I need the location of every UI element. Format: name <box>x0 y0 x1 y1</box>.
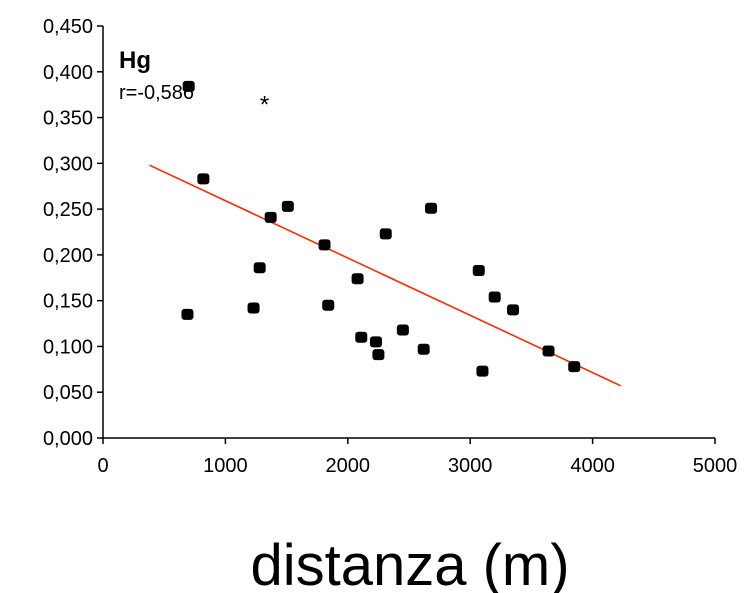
x-tick-label: 1000 <box>203 455 248 477</box>
y-tick-label: 0,050 <box>43 382 93 404</box>
trendline <box>149 164 622 387</box>
data-point <box>476 365 489 377</box>
data-point <box>568 361 581 373</box>
data-point <box>542 345 555 357</box>
data-point <box>182 80 195 92</box>
data-point <box>322 299 335 311</box>
x-ticks: 0 1000 2000 3000 4000 5000 <box>97 438 737 477</box>
data-point <box>247 302 260 314</box>
y-tick-label: 0,450 <box>43 16 93 38</box>
y-ticks: 0,000 0,050 0,100 0,150 0,200 0,250 0,300 0,350… <box>43 16 103 450</box>
y-tick-label: 0,400 <box>43 62 93 84</box>
data-point <box>351 273 364 285</box>
data-point <box>264 211 277 223</box>
data-point <box>372 349 385 361</box>
data-points <box>181 80 581 377</box>
x-axis-label: distanza (m) <box>250 533 569 593</box>
y-tick-label: 0,300 <box>43 153 93 175</box>
x-tick-label: 5000 <box>693 455 738 477</box>
data-point <box>379 228 392 240</box>
data-point <box>181 308 194 320</box>
data-point <box>281 200 294 212</box>
chart-title: Hg <box>119 47 151 74</box>
data-point <box>369 336 382 348</box>
data-point <box>318 239 331 251</box>
outlier-marker: * <box>260 91 269 118</box>
data-point <box>253 262 266 274</box>
axes <box>102 26 715 439</box>
y-tick-label: 0,350 <box>43 108 93 130</box>
data-point <box>197 173 210 185</box>
y-tick-label: 0,250 <box>43 199 93 221</box>
data-point <box>425 202 438 214</box>
y-tick-label: 0,200 <box>43 245 93 267</box>
y-tick-label: 0,150 <box>43 291 93 313</box>
data-point <box>417 343 430 355</box>
data-point <box>396 324 409 336</box>
x-tick-label: 0 <box>97 455 108 477</box>
x-tick-label: 3000 <box>448 455 493 477</box>
y-tick-label: 0,000 <box>43 428 93 450</box>
data-point <box>507 304 520 316</box>
correlation-annotation: r=-0,586 <box>119 82 194 104</box>
data-point <box>355 331 368 343</box>
data-point <box>472 264 485 276</box>
data-point <box>488 291 501 303</box>
y-tick-label: 0,100 <box>43 336 93 358</box>
x-tick-label: 4000 <box>570 455 615 477</box>
x-tick-label: 2000 <box>326 455 371 477</box>
